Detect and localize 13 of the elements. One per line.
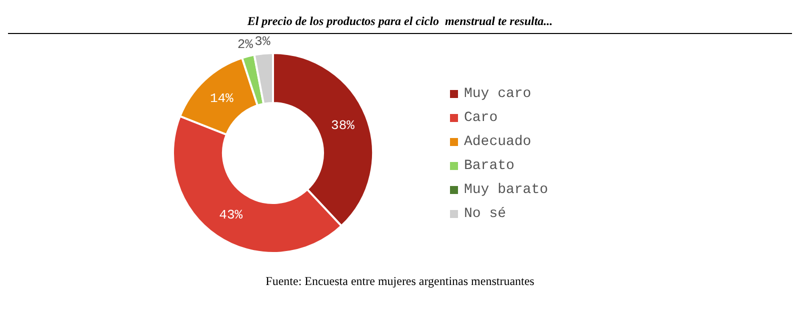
chart-title: El precio de los productos para el ciclo menstrual te resulta... bbox=[246, 13, 554, 29]
data-label: 38% bbox=[331, 118, 355, 133]
legend-label: No sé bbox=[464, 205, 506, 224]
data-label: 14% bbox=[210, 90, 234, 106]
legend-label: Muy barato bbox=[464, 181, 548, 200]
legend-label: Caro bbox=[464, 109, 498, 128]
legend-label: Muy caro bbox=[464, 85, 532, 104]
source-note: Fuente: Encuesta entre mujeres argentinas menstruantes bbox=[264, 274, 536, 289]
data-label: 3% bbox=[254, 34, 270, 49]
data-label: 43% bbox=[219, 208, 243, 223]
legend-label: Barato bbox=[464, 157, 514, 176]
data-label: 2% bbox=[237, 37, 254, 52]
legend-label: Adecuado bbox=[464, 133, 532, 152]
